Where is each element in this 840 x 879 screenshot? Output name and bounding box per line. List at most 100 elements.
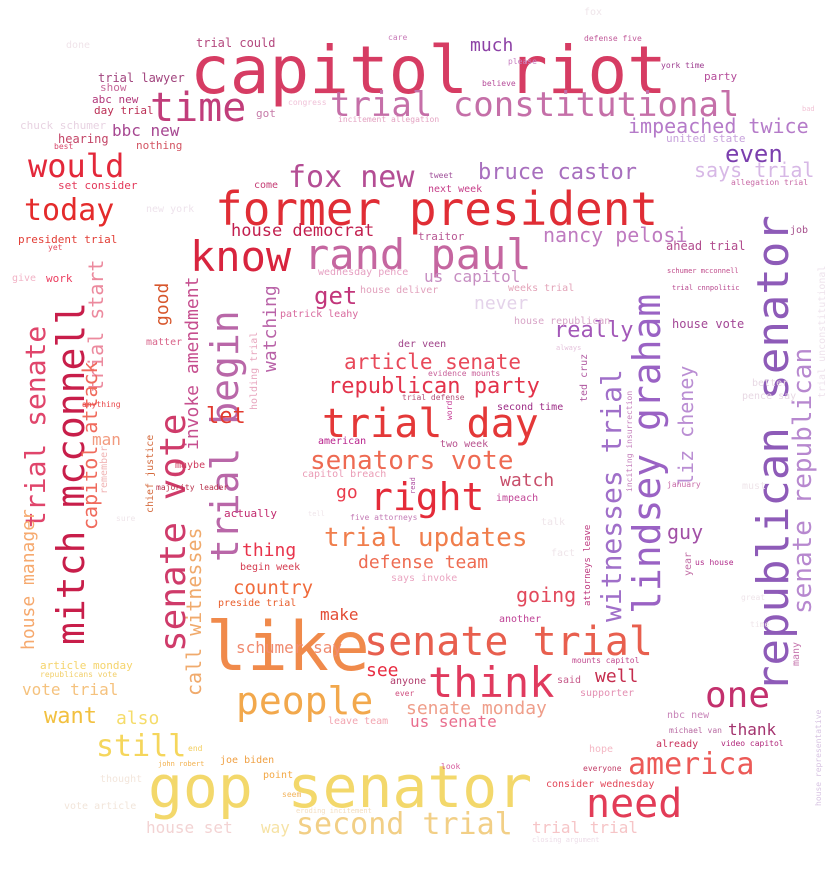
word: another bbox=[499, 614, 542, 625]
word: set consider bbox=[58, 179, 138, 192]
word: new york bbox=[146, 204, 195, 215]
word: see bbox=[366, 660, 399, 681]
word: house democrat bbox=[231, 221, 375, 241]
word: already bbox=[656, 739, 699, 750]
word: york time bbox=[661, 61, 705, 70]
word: says invoke bbox=[391, 573, 458, 584]
word: former president bbox=[215, 182, 659, 236]
word: pence say bbox=[742, 391, 797, 402]
word: seem bbox=[282, 790, 302, 799]
word: congress bbox=[288, 98, 327, 107]
word: look bbox=[441, 762, 461, 771]
word: one bbox=[705, 675, 771, 716]
word: many bbox=[791, 641, 802, 666]
word: really bbox=[554, 318, 634, 343]
word: want bbox=[44, 704, 97, 729]
word: sure bbox=[116, 514, 136, 523]
word: republicans vote bbox=[40, 670, 118, 679]
word: incitement allegation bbox=[338, 115, 440, 124]
word: patrick leahy bbox=[280, 309, 359, 320]
word: hope bbox=[589, 744, 614, 755]
word: time bbox=[150, 85, 247, 131]
word: united state bbox=[666, 132, 746, 145]
word: everyone bbox=[583, 764, 622, 773]
word: know bbox=[190, 232, 292, 281]
word: video capitol bbox=[721, 739, 784, 748]
word: way bbox=[261, 818, 290, 837]
word: fox bbox=[584, 7, 603, 18]
word: watching bbox=[260, 285, 281, 372]
word: point bbox=[263, 770, 294, 781]
word: chuck schumer bbox=[20, 119, 107, 132]
word: america bbox=[628, 747, 755, 782]
word: bad bbox=[802, 105, 815, 113]
word: matter bbox=[146, 337, 183, 348]
word: got bbox=[256, 107, 276, 120]
word: us senate bbox=[410, 712, 497, 731]
word: day trial bbox=[94, 104, 154, 117]
word: next week bbox=[428, 184, 483, 195]
word: chief justice bbox=[145, 434, 156, 513]
word: today bbox=[24, 193, 115, 228]
word: january bbox=[667, 480, 701, 489]
word: never bbox=[474, 293, 529, 314]
word: time bbox=[750, 620, 770, 629]
word: nothing bbox=[136, 139, 183, 152]
word: wednesday pence bbox=[318, 267, 409, 278]
word: trial day bbox=[322, 401, 539, 447]
word: bruce castor bbox=[478, 160, 637, 185]
word: republican party bbox=[328, 374, 540, 399]
word: article monday bbox=[40, 659, 133, 672]
word: evidence mounts bbox=[428, 369, 501, 378]
word: get bbox=[314, 282, 358, 310]
word: closing argument bbox=[532, 836, 600, 844]
word: two week bbox=[440, 439, 489, 450]
word: thought bbox=[100, 774, 143, 785]
word: would bbox=[28, 147, 125, 185]
word: best bbox=[54, 142, 74, 151]
word: defense five bbox=[584, 34, 642, 43]
word: american bbox=[318, 436, 367, 447]
word: thing bbox=[242, 540, 297, 561]
word: believe bbox=[482, 79, 516, 88]
word: traitor bbox=[418, 230, 465, 243]
word: defense team bbox=[358, 552, 489, 573]
word: impeached twice bbox=[628, 114, 809, 138]
word: holding trial bbox=[249, 331, 260, 410]
word: senators vote bbox=[310, 446, 514, 476]
word: capitol breach bbox=[302, 469, 387, 480]
word: think bbox=[428, 658, 555, 707]
word: inciting insurrection bbox=[625, 390, 634, 492]
word: invoke amendment bbox=[182, 276, 203, 450]
word: work bbox=[46, 272, 73, 285]
word: trial updates bbox=[324, 523, 528, 553]
word: supporter bbox=[580, 688, 635, 699]
word: fact bbox=[551, 548, 576, 559]
word: always bbox=[556, 344, 582, 352]
word: actually bbox=[224, 507, 277, 520]
word: five attorneys bbox=[350, 513, 418, 522]
word: good bbox=[152, 282, 173, 326]
word: house set bbox=[146, 818, 233, 837]
word: us house bbox=[695, 558, 734, 567]
word: ted cruz bbox=[579, 353, 590, 402]
word: make bbox=[320, 605, 359, 624]
word: impeach bbox=[496, 493, 539, 504]
word: anyone bbox=[390, 676, 427, 687]
word: great bbox=[741, 593, 766, 602]
word: hearing bbox=[58, 132, 109, 146]
word: capitol riot bbox=[190, 32, 667, 109]
word: need bbox=[586, 781, 683, 827]
word: right bbox=[370, 475, 485, 519]
word: witnesses trial bbox=[595, 369, 628, 622]
word: fox new bbox=[288, 160, 415, 195]
word: mounts capitol bbox=[572, 656, 640, 665]
word: tell bbox=[308, 510, 325, 518]
word: watch bbox=[500, 470, 555, 491]
word: even bbox=[725, 140, 783, 168]
word: talk bbox=[541, 517, 566, 528]
word: man bbox=[92, 430, 121, 449]
word: show bbox=[100, 81, 127, 94]
word: attorneys leave bbox=[583, 524, 593, 606]
